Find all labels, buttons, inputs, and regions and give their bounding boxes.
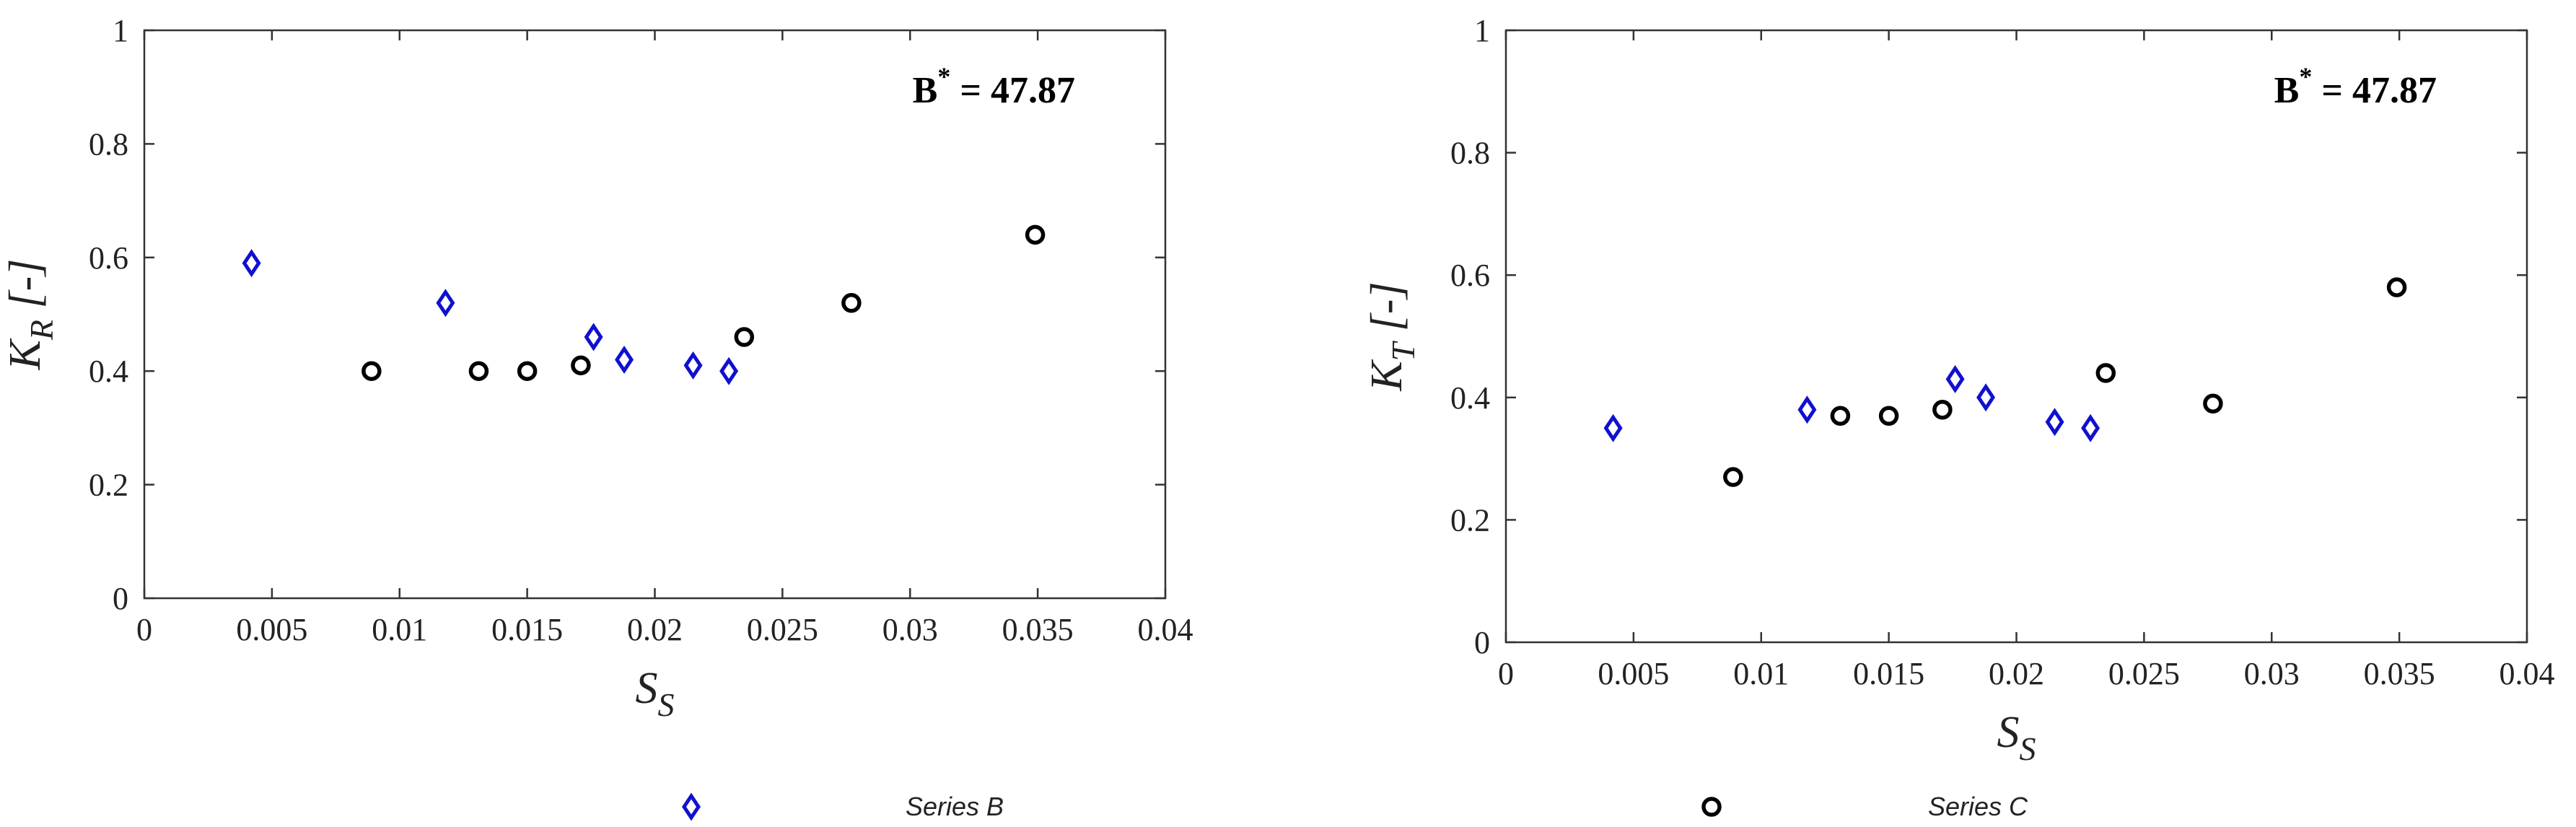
right-plot: 0 0.005 0.01 0.015 0.02 0.025 0.03 0.035 0.04 0 0.… bbox=[1362, 13, 2555, 767]
series-c-point bbox=[2386, 277, 2407, 297]
series-b-point bbox=[719, 356, 739, 385]
series-b-point bbox=[1945, 364, 1965, 393]
series-b-point bbox=[242, 249, 261, 278]
series-b-point bbox=[436, 289, 455, 318]
y-tick-label: 0.8 bbox=[1450, 136, 1490, 171]
series-b-point bbox=[1797, 395, 1817, 424]
series-b-point bbox=[584, 323, 603, 351]
x-tick-label: 0.005 bbox=[236, 612, 307, 647]
series-c-point bbox=[517, 361, 538, 381]
x-tick-label: 0.04 bbox=[1138, 612, 1193, 647]
y-tick-label: 1 bbox=[113, 13, 128, 48]
x-tick-label: 0.01 bbox=[1733, 656, 1789, 691]
y-tick-label: 0.4 bbox=[89, 354, 128, 389]
x-tick-label: 0.02 bbox=[1989, 656, 2044, 691]
series-c-point bbox=[362, 361, 382, 381]
x-tick-label: 0.015 bbox=[1853, 656, 1924, 691]
annotation-label: B* = 47.87 bbox=[2274, 62, 2437, 111]
y-axis-title: KR [-] bbox=[1, 259, 60, 371]
y-tick-label: 0 bbox=[113, 581, 128, 616]
x-axis-title: SS bbox=[1997, 708, 2036, 767]
x-tick-label: 0.04 bbox=[2500, 656, 2555, 691]
y-axis-title: KT [-] bbox=[1362, 281, 1421, 391]
x-tick-label: 0.02 bbox=[627, 612, 683, 647]
series-b-point bbox=[1603, 414, 1623, 442]
legend-marker-series-b bbox=[681, 792, 701, 821]
legend: Series B Series C bbox=[681, 792, 2028, 821]
y-tick-label: 0.6 bbox=[1450, 258, 1490, 293]
series-c-point bbox=[734, 327, 755, 347]
series-c-point bbox=[2203, 393, 2223, 414]
x-tick-label: 0.01 bbox=[372, 612, 427, 647]
series-c-point bbox=[1830, 406, 1851, 426]
x-tick-label: 0.005 bbox=[1598, 656, 1669, 691]
x-axis-title: SS bbox=[636, 664, 675, 723]
plot-frame bbox=[143, 29, 1167, 600]
annotation-label: B* = 47.87 bbox=[913, 62, 1075, 111]
series-b-point bbox=[1976, 383, 1996, 412]
legend-label: Series C bbox=[1928, 792, 2028, 821]
series-c-point bbox=[841, 293, 862, 313]
x-tick-label: 0.035 bbox=[2364, 656, 2435, 691]
y-tick-label: 0 bbox=[1474, 625, 1490, 660]
series-c-point bbox=[1723, 467, 1743, 487]
x-tick-label: 0.03 bbox=[2244, 656, 2300, 691]
legend-label: Series B bbox=[906, 792, 1004, 821]
y-tick-label: 0.8 bbox=[89, 126, 128, 162]
series-c-point bbox=[571, 355, 591, 376]
series-b-point bbox=[2081, 414, 2100, 442]
x-tick-label: 0.035 bbox=[1002, 612, 1074, 647]
y-tick-label: 1 bbox=[1474, 13, 1490, 48]
series-b-point bbox=[2045, 408, 2064, 437]
y-tick-label: 0.6 bbox=[89, 240, 128, 276]
y-tick-label: 0.4 bbox=[1450, 380, 1490, 416]
series-c-point bbox=[1025, 224, 1046, 245]
x-tick-label: 0.025 bbox=[747, 612, 818, 647]
x-tick-label: 0 bbox=[136, 612, 152, 647]
legend-marker-series-c bbox=[1701, 797, 1722, 817]
x-tick-label: 0.03 bbox=[882, 612, 938, 647]
x-tick-label: 0.015 bbox=[491, 612, 563, 647]
series-c-point bbox=[1932, 400, 1953, 420]
series-c-point bbox=[2095, 363, 2116, 383]
x-tick-label: 0 bbox=[1498, 656, 1514, 691]
series-c-point bbox=[468, 361, 489, 381]
left-plot: 0 0.005 0.01 0.015 0.02 0.025 0.03 0.035 0.04 0 0.… bbox=[1, 13, 1193, 723]
plot-frame bbox=[1504, 29, 2528, 644]
y-tick-label: 0.2 bbox=[89, 468, 128, 503]
series-b-point bbox=[615, 345, 634, 374]
x-tick-label: 0.025 bbox=[2108, 656, 2180, 691]
series-b-point bbox=[683, 351, 703, 380]
y-tick-label: 0.2 bbox=[1450, 502, 1490, 538]
series-c-point bbox=[1878, 406, 1899, 426]
